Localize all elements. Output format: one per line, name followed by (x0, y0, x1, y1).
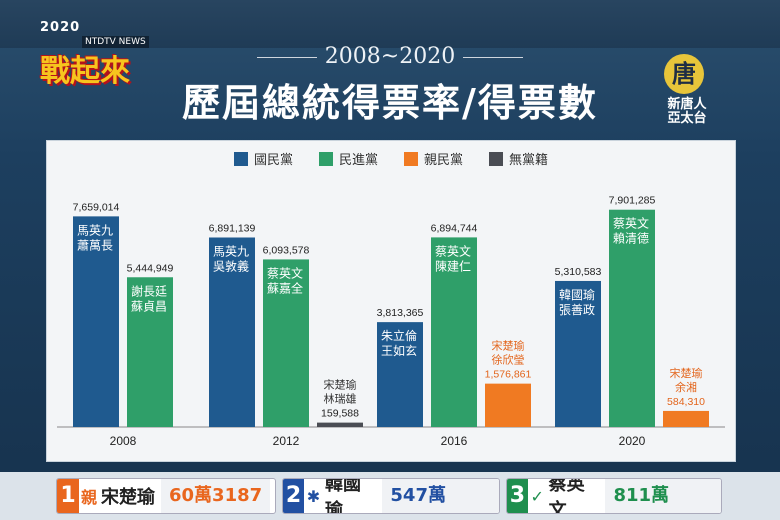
bar-2008-0 (73, 216, 119, 427)
candidate-name: 蕭萬長 (77, 238, 113, 252)
candidate-name: 蔡英文 (267, 265, 303, 280)
ticker-item-soong: 1 親 宋楚瑜 60萬3187 (56, 478, 276, 514)
data-label: 5,444,949 (127, 262, 174, 274)
bar-chart: 7,659,014馬英九蕭萬長5,444,949謝長廷蘇貞昌20086,891,… (57, 195, 725, 448)
year-tick-label: 2016 (441, 434, 468, 448)
candidate-name: 蔡英文 (435, 243, 471, 258)
logo-channel: NTDTV NEWS (82, 36, 149, 48)
station-logo: 唐 新唐人 亞太台 (652, 54, 722, 136)
candidate-name: 蘇嘉全 (267, 280, 303, 295)
legend-label-pfp: 親民黨 (424, 153, 464, 168)
data-label: 159,588 (321, 408, 359, 420)
legend-label-ind: 無黨籍 (509, 153, 549, 168)
ticker-candidate-name: 宋楚瑜 (101, 487, 155, 508)
legend-swatch-pfp (404, 151, 418, 166)
legend-swatch-kmt (233, 151, 248, 166)
station-name-line2: 亞太台 (667, 111, 707, 126)
year-range: 2008~2020 (0, 44, 780, 69)
station-name-line1: 新唐人 (667, 97, 707, 112)
candidate-name: 吳敦義 (213, 258, 249, 273)
bar-2016-1 (431, 237, 477, 427)
ticker-candidate-name: 蔡英文 (548, 478, 585, 514)
bar-2020-0 (555, 280, 601, 427)
legend-swatch-ind (489, 151, 504, 166)
ticker-number: 3 (507, 479, 528, 513)
candidate-name: 馬英九 (213, 244, 249, 258)
candidate-name: 蔡英文 (613, 216, 649, 231)
kmt-party-icon: ✱ (306, 486, 321, 506)
legend-label-kmt: 國民黨 (253, 153, 293, 168)
data-label: 1,576,861 (485, 369, 532, 381)
range-left-rule (256, 56, 317, 58)
data-label: 7,659,014 (73, 201, 120, 213)
bar-2016-2 (485, 383, 531, 427)
ticker-candidate-name: 韓國瑜 (324, 478, 361, 514)
data-label: 3,813,365 (377, 307, 424, 319)
candidate-name: 宋楚瑜 (492, 339, 525, 353)
range-text: 2008~2020 (324, 44, 456, 69)
legend-label-dpp: 民進黨 (338, 153, 378, 168)
station-emblem-icon: 唐 (664, 54, 704, 94)
candidate-name: 蘇貞昌 (131, 299, 167, 313)
data-label: 6,891,139 (209, 222, 256, 234)
candidate-name: 宋楚瑜 (324, 378, 357, 392)
ticker-vote-count: 60萬3187 (161, 479, 271, 513)
candidate-name: 賴清德 (613, 231, 649, 246)
candidate-name: 韓國瑜 (559, 287, 595, 302)
bar-2020-2 (663, 410, 709, 427)
bar-2016-0 (377, 322, 423, 427)
candidate-name: 陳建仁 (435, 259, 471, 273)
ticker-item-han: 2 ✱ 韓國瑜 547萬3545 (282, 478, 500, 514)
ticker-number: 2 (283, 479, 304, 513)
dpp-party-icon: ✓ (530, 486, 544, 506)
legend-item-dpp: 民進黨 (318, 149, 378, 168)
bar-2008-1 (127, 277, 173, 427)
station-name: 新唐人 亞太台 (652, 98, 722, 126)
ticker-item-tsai: 3 ✓ 蔡英文 811萬4009 (506, 478, 722, 514)
data-label: 5,310,583 (555, 266, 602, 278)
vote-ticker: 1 親 宋楚瑜 60萬3187 2 ✱ 韓國瑜 547萬3545 3 ✓ 蔡英文… (0, 472, 780, 520)
candidate-name: 王如玄 (381, 343, 417, 358)
legend-item-kmt: 國民黨 (233, 149, 293, 168)
legend-item-pfp: 親民黨 (404, 149, 463, 168)
candidate-name: 謝長廷 (131, 283, 167, 298)
bar-2012-0 (209, 237, 255, 427)
ticker-number: 1 (57, 479, 79, 513)
range-right-rule (463, 56, 524, 58)
bar-2020-1 (609, 209, 655, 427)
ticker-vote-count: 811萬4009 (605, 479, 721, 513)
show-logo: 2020 NTDTV NEWS 戰起來 (40, 18, 152, 94)
year-tick-label: 2012 (273, 434, 300, 448)
page-title: 歷屆總統得票率/得票數 (182, 81, 598, 125)
candidate-name: 宋楚瑜 (670, 366, 703, 380)
data-label: 6,894,744 (431, 222, 478, 234)
year-tick-label: 2008 (110, 434, 137, 448)
logo-show-name: 戰起來 (40, 54, 130, 89)
data-label: 6,093,578 (263, 244, 310, 256)
candidate-name: 朱立倫 (381, 328, 417, 343)
candidate-name: 林瑞雄 (324, 392, 357, 406)
chart-panel: 國民黨 民進黨 親民黨 無黨籍 7,659,014 馬英九 蕭萬長 5,444,949… (46, 140, 736, 462)
legend-item-ind: 無黨籍 (489, 149, 548, 168)
candidate-name: 徐欣瑩 (492, 353, 525, 367)
chart-legend: 國民黨 民進黨 親民黨 無黨籍 (47, 149, 735, 168)
logo-year: 2020 (40, 20, 81, 35)
legend-swatch-dpp (318, 151, 333, 166)
pfp-party-icon: 親 (80, 488, 97, 507)
candidate-name: 馬英九 (77, 223, 113, 237)
year-tick-label: 2020 (619, 434, 646, 448)
ticker-vote-count: 547萬3545 (382, 479, 499, 513)
bar-2012-1 (263, 259, 309, 427)
candidate-name: 余湘 (675, 380, 697, 394)
data-label: 7,901,285 (609, 195, 656, 207)
candidate-name: 張善政 (559, 302, 595, 317)
data-label: 584,310 (667, 396, 705, 408)
bar-2012-2 (317, 422, 363, 427)
